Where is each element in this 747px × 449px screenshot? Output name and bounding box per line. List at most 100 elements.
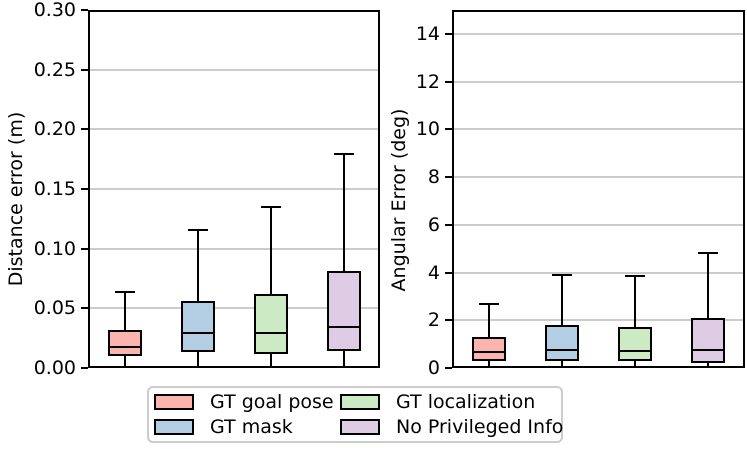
whisker-upper	[707, 253, 709, 318]
whisker-cap-upper	[698, 252, 718, 254]
gridline	[452, 33, 745, 35]
y-tick	[445, 128, 452, 130]
whisker-upper	[634, 276, 636, 327]
whisker-lower	[197, 352, 199, 368]
y-tick	[81, 248, 88, 250]
bottom-spine	[452, 366, 745, 368]
legend-label: GT mask	[210, 416, 293, 438]
y-tick	[445, 367, 452, 369]
median-line	[691, 349, 725, 351]
box-gt-goal-pose	[472, 337, 506, 361]
y-tick-label: 10	[415, 118, 440, 140]
median-line	[181, 332, 215, 334]
y-tick	[81, 307, 88, 309]
whisker-lower	[561, 361, 563, 368]
legend-label: No Privileged Info	[396, 416, 564, 438]
y-tick-label: 0	[427, 357, 440, 379]
y-tick-label: 0.20	[33, 118, 76, 140]
y-tick-label: 14	[415, 23, 440, 45]
box-gt-mask	[181, 301, 215, 352]
y-tick	[445, 33, 452, 35]
left-spine	[88, 10, 90, 368]
y-tick-label: 0.30	[33, 0, 76, 21]
whisker-cap-upper	[552, 274, 572, 276]
y-tick-label: 0.10	[33, 238, 76, 260]
legend-swatch	[340, 394, 380, 410]
whisker-upper	[343, 154, 345, 271]
legend: GT goal pose GT localization GT mask No Pri…	[147, 386, 563, 443]
gridline	[88, 188, 380, 190]
y-tick	[445, 224, 452, 226]
box-gt-localization	[618, 327, 652, 361]
y-tick-label: 4	[427, 262, 440, 284]
y-tick	[81, 188, 88, 190]
median-line	[254, 332, 288, 334]
y-tick-label: 0.25	[33, 59, 76, 81]
legend-item: GT localization	[340, 391, 563, 413]
y-tick-label: 8	[427, 166, 440, 188]
y-tick	[81, 128, 88, 130]
whisker-lower	[488, 361, 490, 368]
gridline	[452, 224, 745, 226]
y-tick-label: 12	[415, 71, 440, 93]
whisker-cap-upper	[261, 206, 281, 208]
whisker-lower	[270, 354, 272, 368]
y-tick	[81, 69, 88, 71]
y-tick-label: 0.00	[33, 357, 76, 379]
left-spine	[452, 10, 454, 368]
median-line	[472, 351, 506, 353]
gridline	[88, 248, 380, 250]
whisker-upper	[197, 230, 199, 301]
gridline	[452, 176, 745, 178]
whisker-upper	[270, 207, 272, 294]
whisker-cap-upper	[334, 153, 354, 155]
median-line	[327, 326, 361, 328]
whisker-lower	[634, 361, 636, 368]
whisker-cap-upper	[115, 291, 135, 293]
legend-swatch	[340, 419, 380, 435]
gridline	[452, 272, 745, 274]
y-tick-label: 2	[427, 309, 440, 331]
median-line	[108, 346, 142, 348]
angular-error-plot	[452, 10, 745, 368]
box-gt-localization	[254, 294, 288, 354]
whisker-lower	[124, 356, 126, 368]
bottom-spine	[88, 366, 380, 368]
legend-label: GT localization	[396, 391, 536, 413]
y-tick-label: 0.15	[33, 178, 76, 200]
box-no-privileged-info	[327, 271, 361, 351]
top-spine	[452, 10, 745, 12]
legend-item: No Privileged Info	[340, 416, 563, 438]
median-line	[545, 349, 579, 351]
y-tick-label: 0.05	[33, 297, 76, 319]
y-tick	[81, 367, 88, 369]
legend-item: GT goal pose	[154, 391, 340, 413]
legend-swatch	[154, 419, 194, 435]
y-tick	[445, 176, 452, 178]
legend-label: GT goal pose	[210, 391, 334, 413]
whisker-lower	[707, 363, 709, 368]
whisker-cap-upper	[188, 229, 208, 231]
legend-swatch	[154, 394, 194, 410]
whisker-cap-upper	[479, 303, 499, 305]
gridline	[88, 69, 380, 71]
gridline	[88, 128, 380, 130]
gridline	[452, 128, 745, 130]
y-tick	[445, 81, 452, 83]
box-gt-goal-pose	[108, 330, 142, 356]
box-gt-mask	[545, 325, 579, 361]
whisker-upper	[561, 275, 563, 325]
gridline	[452, 81, 745, 83]
whisker-lower	[343, 351, 345, 368]
distance-error-plot	[88, 10, 380, 368]
y-tick	[445, 272, 452, 274]
whisker-cap-upper	[625, 275, 645, 277]
box-no-privileged-info	[691, 318, 725, 363]
gridline	[88, 307, 380, 309]
y-tick	[81, 9, 88, 11]
top-spine	[88, 10, 380, 12]
right-spine	[378, 10, 380, 368]
right-spine	[743, 10, 745, 368]
legend-item: GT mask	[154, 416, 340, 438]
